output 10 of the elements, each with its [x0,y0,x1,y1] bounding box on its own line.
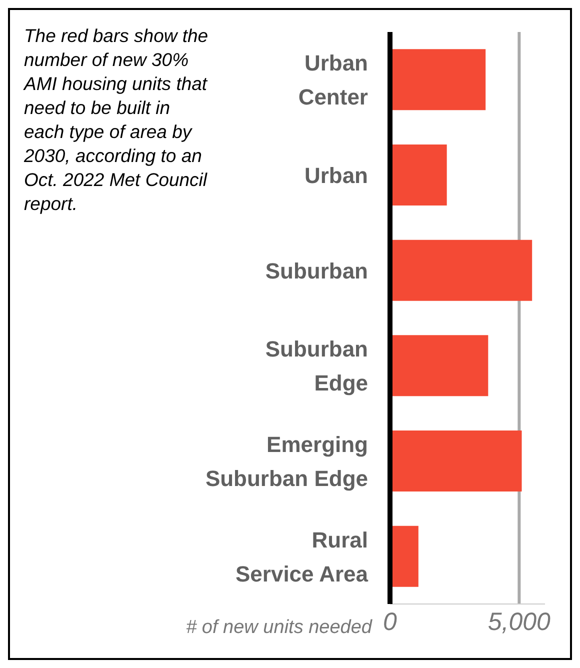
y-tick-label: Suburban [265,258,368,283]
x-tick-label: 0 [383,608,398,636]
y-tick-label: Urban [304,162,368,188]
y-tick-label: Suburban Edge [265,336,368,396]
y-tick-label: Emerging Suburban Edge [205,432,368,490]
x-tick-label: 5,000 [488,608,551,636]
text: The red bars show the number of new 30% AMI housing units that need to be built in each type of area by 2030, according to an Oct. 2022 Met Council report. [24,24,210,216]
x-axis-title: # of new units needed [186,617,374,638]
y-tick-label: Urban Center [298,50,368,110]
y-tick-label: Rural Service Area [235,526,369,586]
